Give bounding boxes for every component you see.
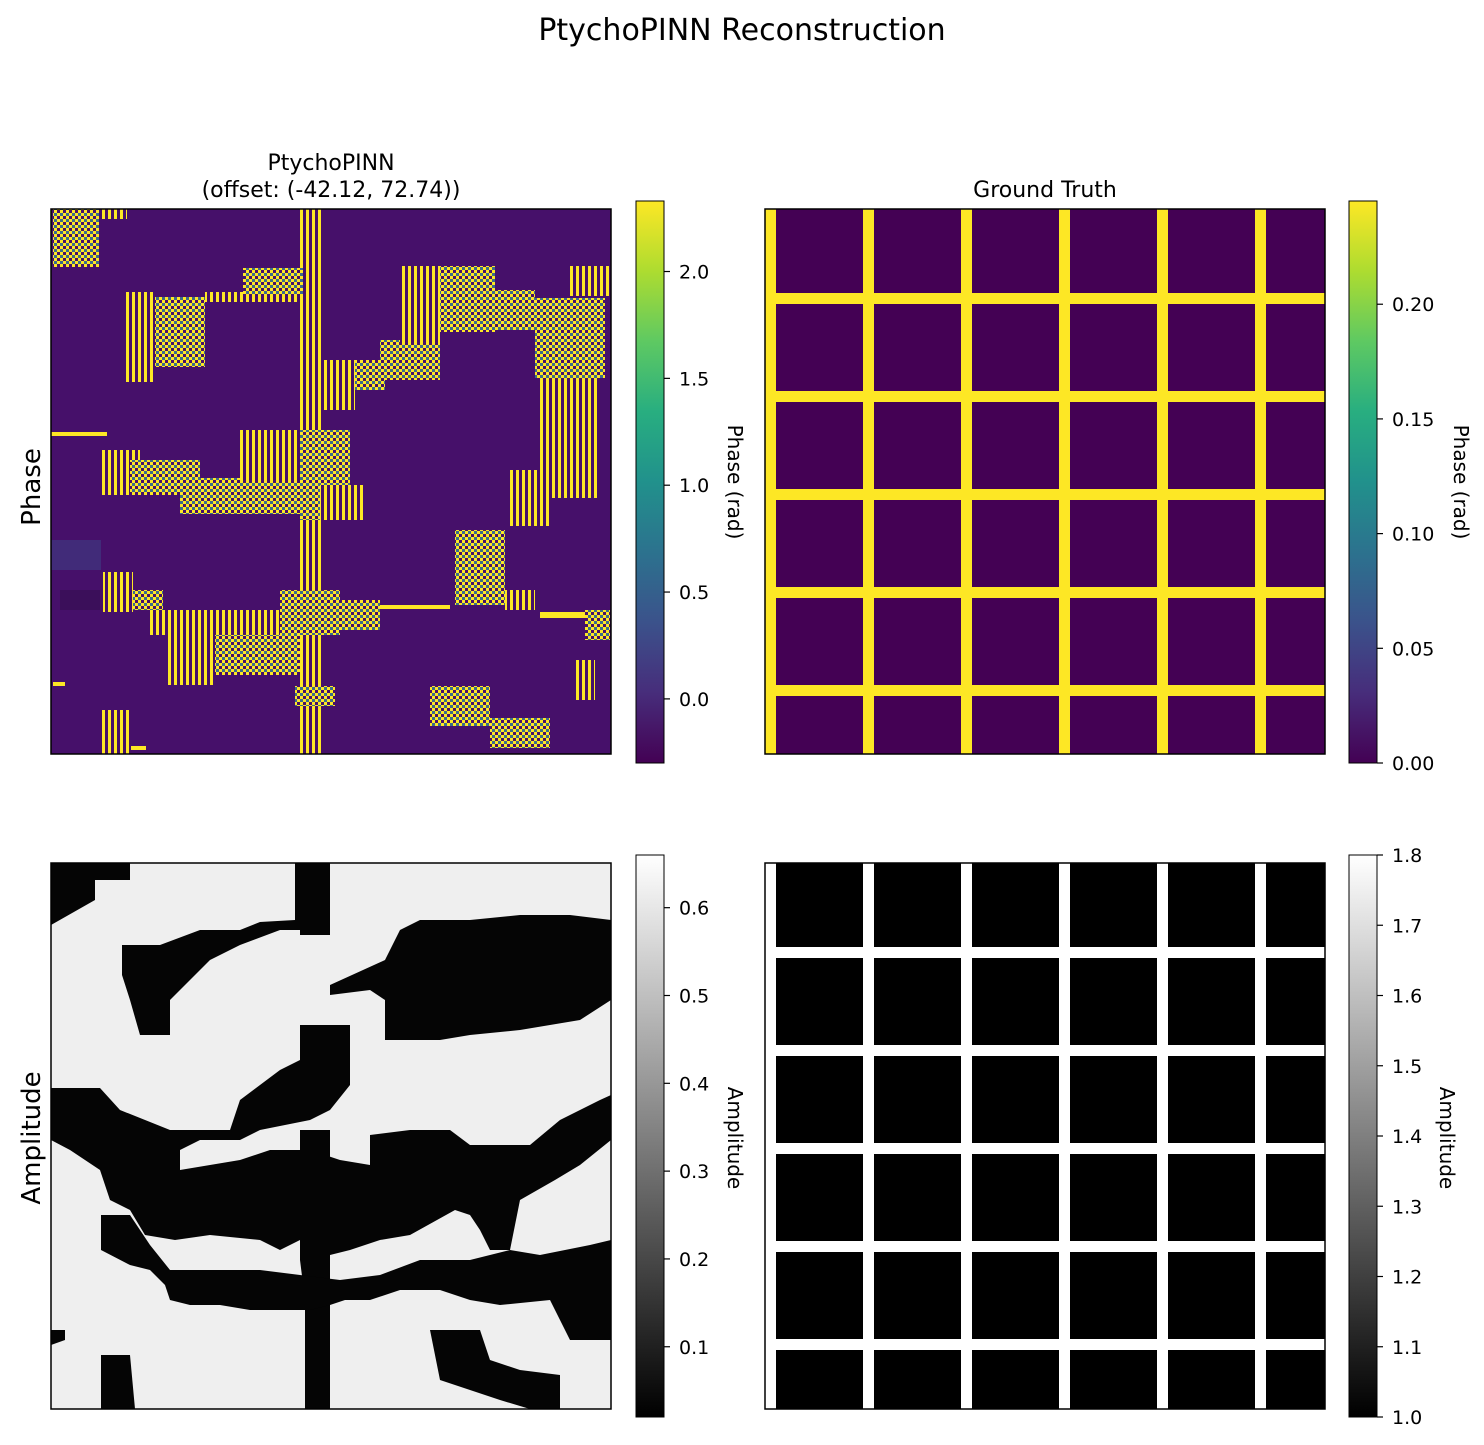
colorbar-recon-phase	[635, 200, 665, 764]
colorbar-tick-label: 2.0	[679, 262, 709, 284]
colorbar-tick-label: 0.4	[679, 1073, 709, 1095]
colorbar-tick-label: 0.5	[679, 582, 709, 604]
colorbar-gt-amplitude	[1348, 854, 1378, 1418]
colorbar-tick-label: 0.3	[679, 1161, 709, 1183]
gt-phase-image	[765, 209, 1325, 754]
colorbar-tick-label: 1.2	[1392, 1267, 1422, 1289]
colorbar-tick-label: 1.4	[1392, 1126, 1422, 1148]
gt-amp-grid-vline	[863, 863, 874, 1409]
colorbar-tick-label: 0.00	[1392, 753, 1434, 775]
gt-amp-grid-vline	[765, 863, 776, 1409]
colorbar-tick-label: 1.3	[1392, 1196, 1422, 1218]
colorbar-tick-label: 1.6	[1392, 986, 1422, 1008]
colorbar-tick-label: 1.8	[1392, 845, 1422, 867]
colorbar-tick-label: 0.15	[1392, 409, 1434, 431]
row-label-amplitude: Amplitude	[17, 1071, 47, 1204]
gt-phase-frame	[764, 208, 1326, 755]
colorbar-gt-phase	[1348, 200, 1378, 764]
gt-amp-grid-hline	[765, 1339, 1325, 1350]
recon-phase-image	[51, 209, 611, 754]
gt-amplitude-image	[765, 863, 1325, 1409]
panel-title-recon-phase-line1: PtychoPINN	[267, 151, 394, 176]
gt-amp-grid-vline	[1255, 863, 1266, 1409]
colorbar-label-gt-amplitude: Amplitude	[1435, 1087, 1459, 1190]
colorbar-tick-label: 0.5	[679, 986, 709, 1008]
gt-amp-grid-vline	[1059, 863, 1070, 1409]
figure-title: PtychoPINN Reconstruction	[538, 13, 945, 48]
gt-phase-grid-hline	[765, 685, 1325, 696]
gt-amp-grid-vline	[1157, 863, 1168, 1409]
colorbar-tick-label: 0.1	[679, 1337, 709, 1359]
gt-phase-grid-vline	[1157, 209, 1168, 754]
gt-amp-grid-vline	[961, 863, 972, 1409]
recon-amplitude-frame	[50, 862, 612, 1410]
colorbar-recon-amplitude	[635, 854, 665, 1418]
recon-amplitude-image	[51, 863, 611, 1409]
gt-phase-grid-hline	[765, 293, 1325, 304]
colorbar-tick-label: 1.0	[1392, 1407, 1422, 1429]
colorbar-label-gt-phase: Phase (rad)	[1449, 425, 1473, 540]
gt-amp-grid-hline	[765, 1045, 1325, 1056]
gt-phase-grid-hline	[765, 489, 1325, 500]
colorbar-tick-label: 1.5	[1392, 1056, 1422, 1078]
gt-phase-grid-vline	[765, 209, 776, 754]
gt-amp-grid-hline	[765, 947, 1325, 958]
colorbar-tick-label: 1.0	[679, 475, 709, 497]
gt-amplitude-frame	[764, 862, 1326, 1410]
gt-phase-grid-vline	[961, 209, 972, 754]
colorbar-tick-label: 1.5	[679, 368, 709, 390]
colorbar-tick-label: 0.2	[679, 1249, 709, 1271]
colorbar-tick-label: 1.7	[1392, 915, 1422, 937]
colorbar-tick-label: 0.10	[1392, 524, 1434, 546]
gt-phase-grid-vline	[1059, 209, 1070, 754]
colorbar-tick-label: 0.0	[679, 689, 709, 711]
gt-phase-grid-hline	[765, 587, 1325, 598]
recon-phase-frame	[50, 208, 612, 755]
gt-amp-grid-hline	[765, 1143, 1325, 1154]
colorbar-tick-label: 1.1	[1392, 1337, 1422, 1359]
colorbar-tick-label: 0.20	[1392, 294, 1434, 316]
colorbar-label-recon-phase: Phase (rad)	[723, 425, 747, 540]
colorbar-tick-label: 0.05	[1392, 638, 1434, 660]
gt-phase-grid-hline	[765, 391, 1325, 402]
colorbar-label-recon-amplitude: Amplitude	[723, 1087, 747, 1190]
panel-title-gt-phase: Ground Truth	[973, 178, 1117, 203]
gt-amp-grid-hline	[765, 1241, 1325, 1252]
gt-phase-grid-vline	[1255, 209, 1266, 754]
row-label-phase: Phase	[17, 448, 47, 526]
gt-phase-grid-vline	[863, 209, 874, 754]
panel-title-recon-phase-line2: (offset: (-42.12, 72.74))	[202, 178, 461, 203]
colorbar-tick-label: 0.6	[679, 898, 709, 920]
